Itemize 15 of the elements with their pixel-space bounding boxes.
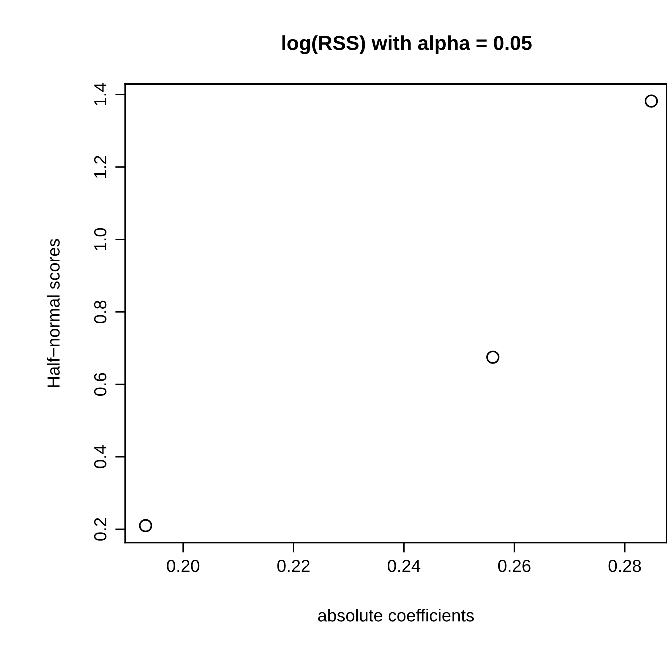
y-tick-label: 1.4 [94,83,107,106]
x-tick-label: 0.28 [608,560,642,572]
y-axis-title: Half−normal scores [47,239,60,388]
y-tick-label: 1.2 [94,156,107,178]
y-tick-label: 0.4 [94,445,107,468]
y-tick-label: 0.6 [94,373,107,396]
y-tick-label: 1.0 [94,228,107,250]
x-tick-label: 0.20 [167,560,200,572]
y-tick-label: 0.2 [94,518,107,541]
y-tick-label: 0.8 [94,300,107,324]
x-axis-title: absolute coefficients [318,609,474,622]
chart-title: log(RSS) with alpha = 0.05 [282,36,532,54]
x-tick-label: 0.26 [498,560,531,572]
x-tick-label: 0.22 [278,560,310,572]
x-tick-label: 0.24 [388,560,421,572]
